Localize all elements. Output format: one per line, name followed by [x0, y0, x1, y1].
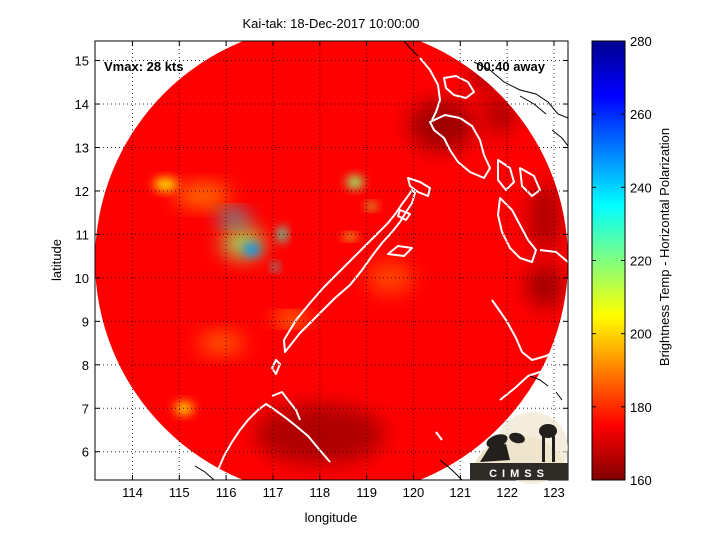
- x-tick-label-116: 116: [216, 485, 237, 500]
- feature-6: [366, 262, 414, 294]
- feature-3: [483, 95, 517, 135]
- colorbar-tick-label-180: 180: [630, 400, 652, 415]
- feature-2: [528, 182, 561, 252]
- colorbar-label: Brightness Temp - Horizontal Polarizatio…: [657, 128, 672, 366]
- coastlines-outside: [194, 41, 568, 480]
- svg-text:CIMSS: CIMSS: [489, 468, 549, 480]
- y-tick-label-15: 15: [75, 54, 89, 69]
- y-tick-label-12: 12: [75, 184, 89, 199]
- x-axis: 114 115 116 117 118 119 120 121 122 123: [122, 41, 565, 500]
- colorbar-tick-label-280: 280: [630, 34, 652, 49]
- feature-1: [525, 264, 564, 309]
- feature-0: [408, 99, 475, 152]
- swath-layer: [95, 41, 568, 480]
- feature-15: [346, 175, 364, 189]
- plot-border: [94, 40, 569, 481]
- x-tick-label-121: 121: [449, 485, 471, 500]
- feature-16: [277, 226, 288, 243]
- x-tick-label-115: 115: [169, 485, 190, 500]
- grid-lines: [95, 41, 568, 480]
- coastlines: [213, 57, 568, 480]
- feature-13: [365, 202, 377, 210]
- y-tick-label-14: 14: [75, 97, 89, 112]
- feature-11: [275, 313, 309, 325]
- x-tick-label-114: 114: [122, 485, 143, 500]
- y-axis-label: latitude: [49, 239, 64, 281]
- feature-8: [174, 184, 231, 207]
- feature-18: [218, 210, 249, 224]
- feature-12: [343, 233, 358, 240]
- y-tick-label-10: 10: [75, 271, 89, 286]
- colorbar-tick-label-260: 260: [630, 107, 652, 122]
- y-tick-label-6: 6: [82, 445, 89, 460]
- y-tick-label-8: 8: [82, 358, 89, 373]
- colorbar: [591, 40, 626, 481]
- vmax-annotation: Vmax: 28 kts: [104, 59, 184, 74]
- x-tick-label-123: 123: [543, 485, 565, 500]
- colorbar-tick-label-220: 220: [630, 254, 652, 269]
- cimss-logo: CIMSS: [470, 412, 568, 484]
- colorbar-tick-label-200: 200: [630, 327, 652, 342]
- x-tick-label-118: 118: [309, 485, 330, 500]
- feature-7: [198, 332, 245, 354]
- x-tick-label-119: 119: [356, 485, 377, 500]
- colorbar-tick-label-240: 240: [630, 180, 652, 195]
- y-tick-label-11: 11: [76, 227, 90, 242]
- x-tick-label-122: 122: [496, 485, 518, 500]
- chart-title: Kai-tak: 18-Dec-2017 10:00:00: [242, 16, 419, 31]
- feature-19: [243, 243, 261, 257]
- feature-10: [153, 177, 177, 191]
- y-tick-label-7: 7: [82, 401, 89, 416]
- x-axis-label: longitude: [305, 510, 358, 525]
- colorbar-ticks: 160 180 200 220 240 260 280: [592, 34, 652, 488]
- colorbar-tick-label-160: 160: [630, 473, 652, 488]
- x-tick-label-117: 117: [263, 485, 284, 500]
- time-away-annotation: 00:40 away: [476, 59, 545, 74]
- y-tick-label-13: 13: [75, 140, 89, 155]
- x-tick-label-120: 120: [403, 485, 425, 500]
- y-axis: 6 7 8 9 10 11 12 13 14 15: [75, 54, 568, 460]
- y-tick-label-9: 9: [82, 314, 89, 329]
